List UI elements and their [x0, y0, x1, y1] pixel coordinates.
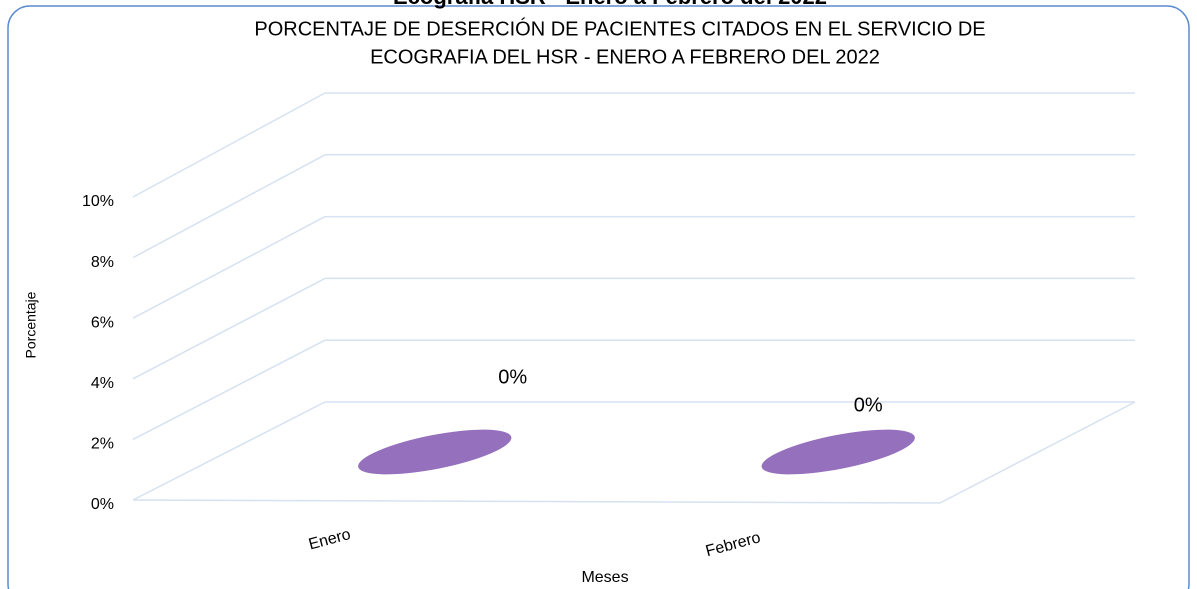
y-tick-label: 0%	[91, 496, 114, 513]
chart-title: PORCENTAJE DE DESERCIÓN DE PACIENTES CIT…	[254, 17, 985, 40]
chart-title: ECOGRAFIA DEL HSR - ENERO A FEBRERO DEL …	[370, 46, 880, 68]
grid-line	[132, 215, 326, 319]
y-tick-label: 10%	[82, 193, 114, 210]
grid-line	[132, 92, 326, 198]
grid-line	[132, 154, 326, 259]
grid-line	[132, 401, 326, 501]
y-tick-label: 8%	[91, 254, 114, 271]
bar	[761, 429, 915, 475]
y-axis-title: Porcentaje	[23, 291, 39, 358]
floor-edge	[132, 499, 941, 504]
floor-edge	[939, 401, 1136, 504]
data-label: 0%	[854, 394, 883, 416]
y-tick-label: 2%	[91, 436, 114, 453]
data-label: 0%	[498, 366, 527, 388]
y-tick-label: 4%	[91, 375, 114, 392]
grid-line	[132, 339, 326, 441]
y-tick-label: 6%	[91, 314, 114, 331]
grid-line	[132, 277, 326, 380]
bar	[358, 429, 512, 475]
x-axis-title: Meses	[581, 569, 628, 586]
heading: Ecografía HSR - Enero a Febrero del 2022	[393, 0, 827, 9]
